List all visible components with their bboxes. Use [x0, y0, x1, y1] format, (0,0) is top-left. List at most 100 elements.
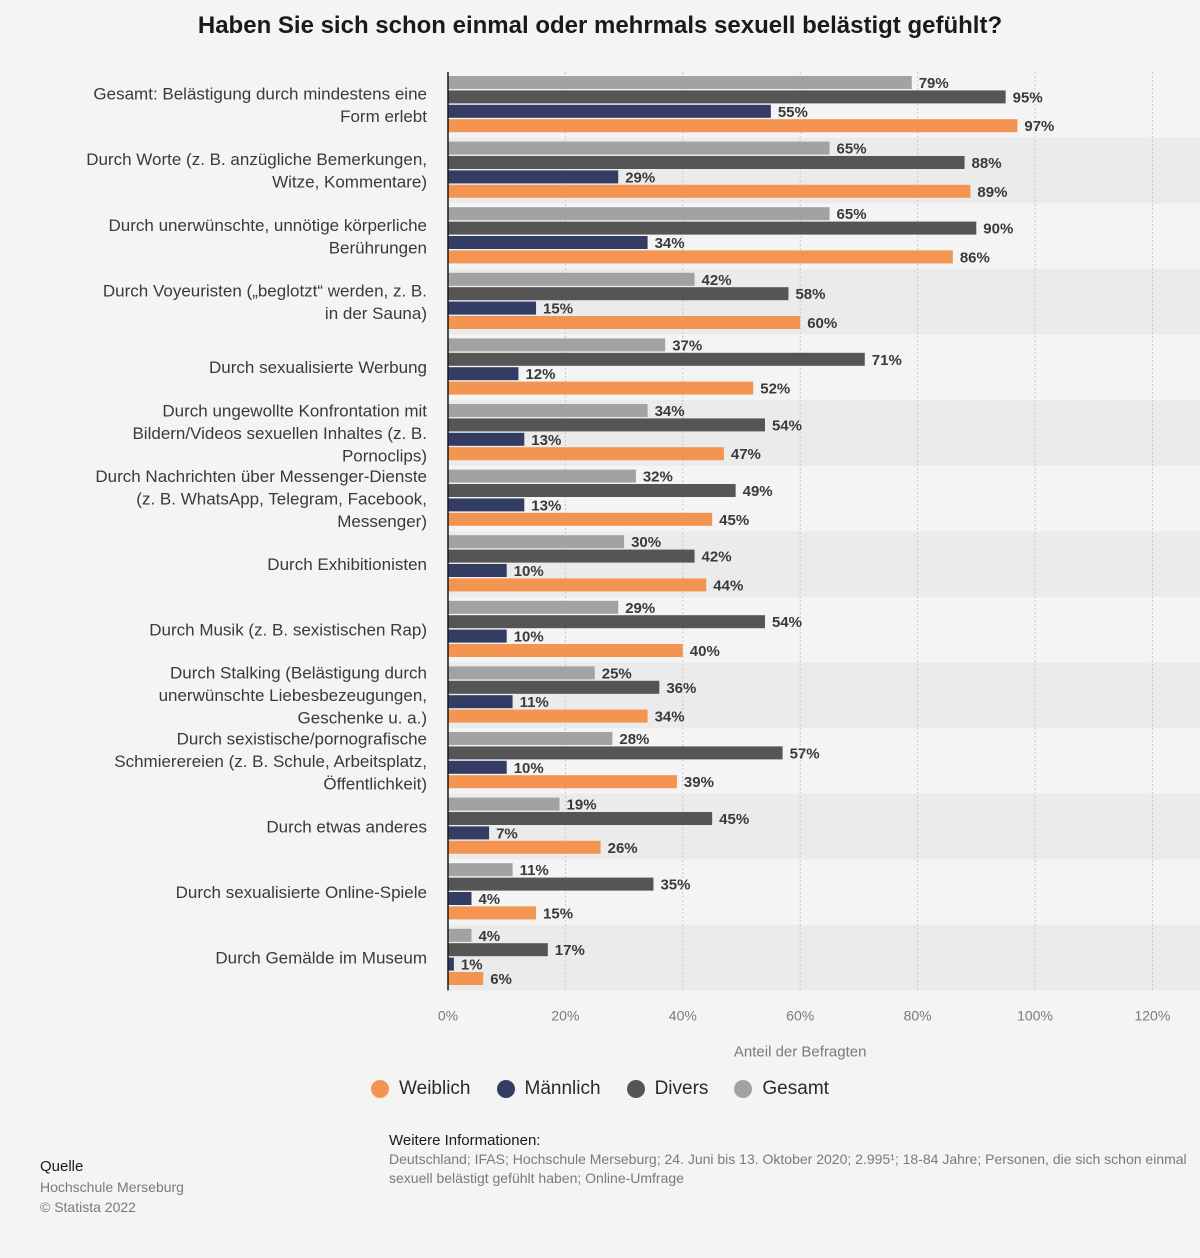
legend-item-maennlich[interactable]: Männlich [496, 1078, 601, 1100]
data-label: 30% [631, 534, 661, 551]
data-label: 29% [625, 169, 655, 186]
data-label: 40% [690, 643, 720, 660]
category-label-line: Geschenke u. a.) [298, 709, 427, 728]
bar-maennlich [448, 367, 519, 381]
bar-divers [448, 746, 783, 760]
data-label: 57% [790, 745, 820, 762]
data-label: 44% [713, 577, 743, 594]
bar-weiblich [448, 709, 648, 723]
legend-label: Divers [654, 1078, 709, 1099]
bar-chart: 0% 20% 40% 60% 80% 100% 120% Anteil der Befragt… [86, 72, 1171, 1060]
data-label: 97% [1024, 118, 1054, 135]
bar-maennlich [448, 564, 507, 577]
bar-divers [448, 615, 765, 629]
category-label: Durch Stalking (Belästigung durch unerwün… [159, 664, 427, 728]
category-label-line: Durch ungewollte Konfrontation mit [162, 401, 427, 420]
category-label-line: Pornoclips) [342, 446, 427, 465]
category-label-line: Berührungen [329, 238, 427, 257]
legend-dot-weiblich [371, 1080, 390, 1098]
bar-divers [448, 812, 713, 825]
data-label: 89% [977, 184, 1007, 201]
data-label: 35% [660, 877, 690, 894]
bar-weiblich [448, 250, 953, 264]
x-tick-label: 60% [786, 1007, 814, 1023]
data-label: 54% [772, 614, 802, 631]
data-label: 1% [461, 957, 483, 974]
data-label: 49% [743, 483, 773, 500]
bar-weiblich [448, 644, 683, 657]
info-heading: Weitere Informationen: [389, 1132, 541, 1149]
legend-label: Gesamt [762, 1078, 829, 1099]
data-label: 88% [972, 155, 1002, 172]
data-label: 4% [478, 928, 500, 945]
category-label: Durch ungewollte Konfrontation mit Bilder… [132, 401, 427, 465]
data-label: 25% [602, 665, 632, 682]
category-label-line: Witze, Kommentare) [272, 173, 427, 192]
category-label-line: Schmierereien (z. B. Schule, Arbeitsplat… [114, 752, 427, 771]
data-label: 10% [514, 563, 544, 580]
bar-maennlich [448, 695, 513, 709]
category-label: Durch Gemälde im Museum [215, 949, 427, 968]
x-tick-label: 100% [1017, 1007, 1053, 1023]
category-label-line: Gesamt: Belästigung durch mindestens ein… [93, 85, 427, 104]
legend-item-divers[interactable]: Divers [626, 1078, 709, 1100]
bar-weiblich [448, 972, 484, 985]
data-label: 13% [531, 497, 561, 514]
data-label: 90% [983, 221, 1013, 238]
category-label-line: unerwünschte Liebesbezeugungen, [159, 686, 427, 705]
bar-gesamt [448, 469, 636, 483]
bar-gesamt [448, 797, 560, 811]
data-label: 32% [643, 469, 673, 486]
data-label: 65% [837, 141, 867, 158]
copyright-line: © Statista 2022 [40, 1199, 136, 1215]
source-block: Quelle Hochschule Merseburg © Statista 2… [40, 1157, 184, 1217]
bar-divers [448, 680, 660, 694]
bar-maennlich [448, 892, 472, 905]
category-label-line: Durch sexistische/pornografische [177, 729, 427, 748]
category-label-line: Durch Gemälde im Museum [215, 949, 427, 968]
legend-item-gesamt[interactable]: Gesamt [734, 1078, 829, 1100]
bar-gesamt [448, 535, 625, 549]
data-label: 86% [960, 249, 990, 266]
category-label: Durch sexistische/pornografische Schmiere… [114, 729, 427, 793]
data-label: 55% [778, 104, 808, 121]
bar-divers [448, 156, 965, 169]
data-label: 42% [702, 272, 732, 289]
data-label: 45% [719, 512, 749, 529]
bar-weiblich [448, 119, 1018, 133]
bar-maennlich [448, 498, 525, 512]
info-block: Weitere Informationen: Deutschland; IFAS… [389, 1131, 1200, 1188]
data-label: 37% [672, 337, 702, 354]
bar-divers [448, 484, 736, 497]
data-label: 95% [1013, 89, 1043, 106]
data-label: 65% [837, 206, 867, 223]
chart-legend: Weiblich Männlich Divers Gesamt [0, 1078, 1200, 1100]
bar-gesamt [448, 863, 513, 877]
category-label-line: Messenger) [337, 512, 427, 531]
bar-maennlich [448, 236, 648, 249]
data-label: 4% [478, 891, 500, 908]
legend-dot-maennlich [496, 1080, 515, 1098]
data-label: 60% [807, 315, 837, 332]
x-tick-label: 80% [904, 1007, 932, 1023]
legend-item-weiblich[interactable]: Weiblich [371, 1078, 471, 1100]
data-label: 42% [702, 549, 732, 566]
data-label: 28% [619, 731, 649, 748]
source-heading: Quelle [40, 1158, 84, 1175]
data-label: 39% [684, 774, 714, 791]
x-tick-label: 120% [1134, 1007, 1170, 1023]
category-label-line: (z. B. WhatsApp, Telegram, Facebook, [136, 489, 427, 508]
data-label: 11% [520, 862, 549, 879]
category-label-line: Durch Musik (z. B. sexistischen Rap) [149, 621, 427, 640]
bar-weiblich [448, 906, 537, 920]
chart-title: Haben Sie sich schon einmal oder mehrmal… [197, 12, 1003, 39]
category-label-line: Durch Stalking (Belästigung durch [170, 664, 427, 683]
data-label: 34% [655, 709, 685, 726]
legend-dot-gesamt [734, 1080, 753, 1098]
bar-maennlich [448, 301, 537, 315]
data-label: 34% [655, 235, 685, 252]
bar-gesamt [448, 272, 695, 286]
bar-weiblich [448, 578, 707, 592]
bar-weiblich [448, 381, 754, 395]
bar-maennlich [448, 432, 525, 446]
